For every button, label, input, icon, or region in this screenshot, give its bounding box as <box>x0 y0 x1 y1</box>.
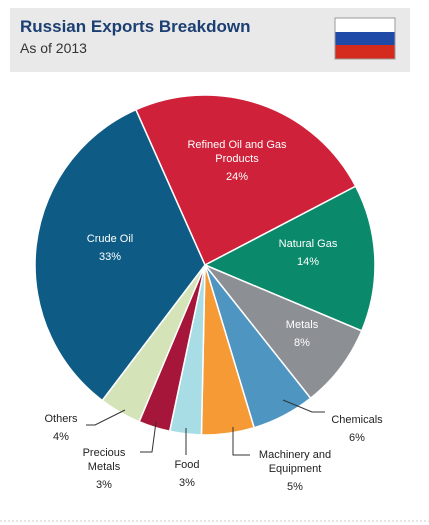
slice-label: Others 4% <box>36 412 86 444</box>
chart-subtitle: As of 2013 <box>20 40 87 56</box>
category-name: Refined Oil and Gas Products <box>187 139 287 165</box>
value-label: 3% <box>179 477 195 489</box>
value-label: 6% <box>349 432 365 444</box>
slice-label: Refined Oil and Gas Products 24% <box>187 138 287 184</box>
value-label: 24% <box>225 171 249 183</box>
slice-label: Metals 8% <box>262 318 342 350</box>
value-label: 5% <box>287 481 303 493</box>
category-name: Precious Metals <box>82 447 126 473</box>
category-name: Metals <box>285 319 319 331</box>
pie-slice <box>34 108 206 402</box>
pie-slice <box>134 94 357 267</box>
category-name: Crude Oil <box>86 233 134 245</box>
leader-lines <box>86 399 325 456</box>
value-label: 33% <box>98 251 122 263</box>
slice-label: Food 3% <box>162 458 212 490</box>
category-name: Natural Gas <box>278 238 338 250</box>
slice-label: Machinery and Equipment 5% <box>250 448 340 494</box>
category-name: Food <box>174 459 200 471</box>
flag <box>334 17 396 60</box>
value-label: 3% <box>96 479 112 491</box>
pie-slice <box>203 185 376 332</box>
value-label: 14% <box>296 256 320 268</box>
slice-label: Crude Oil 33% <box>65 232 155 264</box>
slice-label: Natural Gas 14% <box>263 237 353 269</box>
value-label: 4% <box>53 431 69 443</box>
slice-label: Chemicals 6% <box>327 413 387 445</box>
value-label: 8% <box>294 337 310 349</box>
category-name: Machinery and Equipment <box>258 449 332 475</box>
category-name: Others <box>44 413 78 425</box>
category-name: Chemicals <box>331 414 383 426</box>
chart-title: Russian Exports Breakdown <box>20 17 251 36</box>
slice-label: Precious Metals 3% <box>72 446 136 492</box>
